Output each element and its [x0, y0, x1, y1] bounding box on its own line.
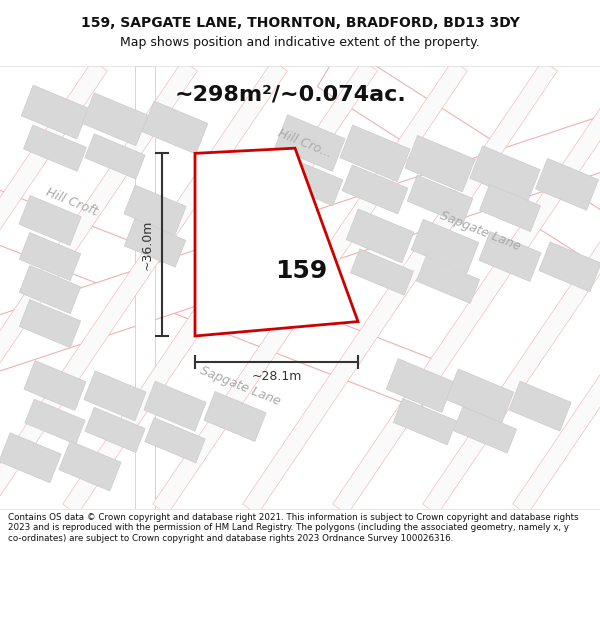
Polygon shape	[0, 60, 107, 515]
Polygon shape	[85, 134, 145, 179]
Polygon shape	[19, 266, 81, 314]
Polygon shape	[394, 399, 457, 445]
Polygon shape	[62, 60, 377, 515]
Text: Map shows position and indicative extent of the property.: Map shows position and indicative extent…	[120, 36, 480, 49]
Polygon shape	[19, 196, 81, 246]
Polygon shape	[407, 175, 473, 224]
Polygon shape	[342, 165, 408, 214]
Polygon shape	[332, 60, 600, 515]
Polygon shape	[25, 399, 85, 444]
Text: Sapgate Lane: Sapgate Lane	[438, 209, 522, 253]
Text: Hill Croft: Hill Croft	[44, 186, 100, 218]
Polygon shape	[536, 158, 598, 210]
Polygon shape	[124, 219, 186, 267]
Polygon shape	[479, 231, 541, 281]
Polygon shape	[0, 112, 600, 375]
Polygon shape	[386, 359, 454, 413]
Text: Sapgate Lane: Sapgate Lane	[198, 364, 282, 408]
Polygon shape	[152, 60, 467, 515]
Polygon shape	[509, 381, 571, 431]
Polygon shape	[416, 257, 479, 304]
Text: Hill Cro...: Hill Cro...	[276, 126, 334, 160]
Polygon shape	[470, 146, 540, 202]
Polygon shape	[135, 66, 155, 509]
Polygon shape	[0, 60, 287, 515]
Polygon shape	[82, 92, 148, 146]
Text: ~36.0m: ~36.0m	[141, 219, 154, 270]
Polygon shape	[23, 125, 86, 171]
Polygon shape	[144, 381, 206, 431]
Polygon shape	[0, 432, 61, 482]
Polygon shape	[0, 186, 439, 409]
Text: ~28.1m: ~28.1m	[251, 370, 302, 383]
Polygon shape	[479, 184, 541, 232]
Polygon shape	[454, 407, 517, 453]
Polygon shape	[204, 391, 266, 441]
Polygon shape	[539, 242, 600, 292]
Polygon shape	[19, 299, 81, 348]
Polygon shape	[350, 249, 413, 295]
Polygon shape	[346, 209, 414, 262]
Polygon shape	[195, 148, 358, 336]
Text: Contains OS data © Crown copyright and database right 2021. This information is : Contains OS data © Crown copyright and d…	[8, 513, 578, 542]
Polygon shape	[512, 60, 600, 515]
Polygon shape	[275, 115, 345, 171]
Text: 159, SAPGATE LANE, THORNTON, BRADFORD, BD13 3DY: 159, SAPGATE LANE, THORNTON, BRADFORD, B…	[80, 16, 520, 31]
Polygon shape	[242, 60, 557, 515]
Polygon shape	[317, 44, 600, 272]
Polygon shape	[142, 101, 208, 154]
Polygon shape	[85, 408, 145, 452]
Polygon shape	[405, 136, 475, 192]
Polygon shape	[0, 60, 197, 515]
Polygon shape	[340, 125, 410, 182]
Polygon shape	[124, 185, 186, 235]
Text: ~298m²/~0.074ac.: ~298m²/~0.074ac.	[175, 85, 407, 105]
Polygon shape	[411, 219, 479, 273]
Polygon shape	[24, 361, 86, 411]
Polygon shape	[446, 369, 514, 423]
Polygon shape	[84, 371, 146, 421]
Polygon shape	[277, 157, 343, 206]
Polygon shape	[422, 60, 600, 515]
Polygon shape	[145, 418, 205, 463]
Text: 159: 159	[275, 259, 327, 282]
Polygon shape	[19, 232, 81, 281]
Polygon shape	[21, 85, 89, 139]
Polygon shape	[59, 441, 121, 491]
